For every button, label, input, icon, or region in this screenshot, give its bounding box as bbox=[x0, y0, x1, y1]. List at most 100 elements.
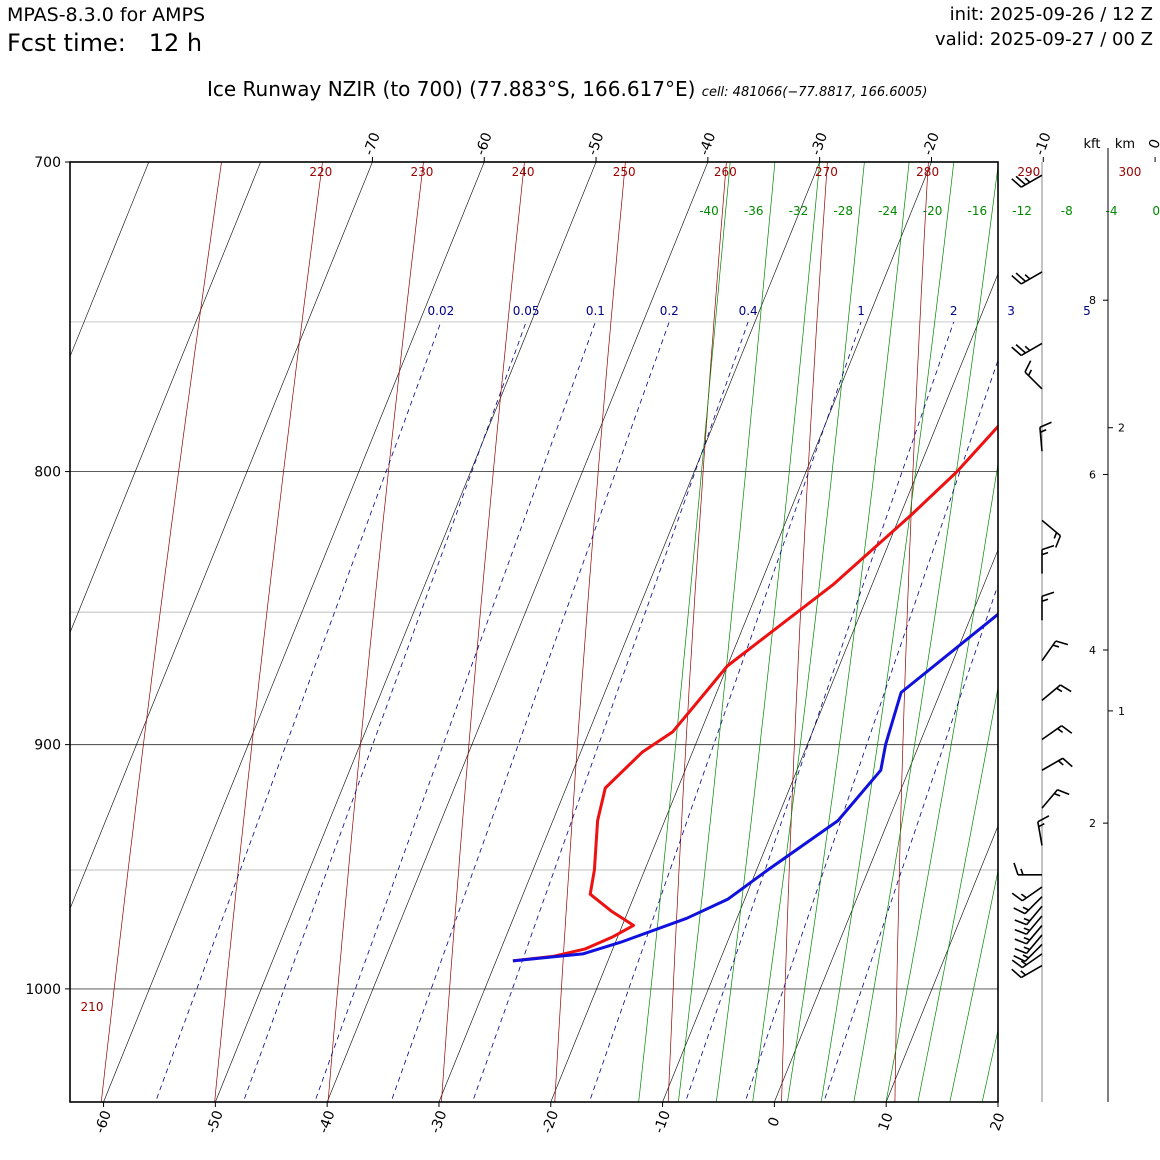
moist-adiabat-label: -8 bbox=[1061, 204, 1073, 218]
km-label: km bbox=[1115, 137, 1135, 152]
km-tick-label: 2 bbox=[1118, 422, 1125, 435]
wind-barb bbox=[1011, 886, 1043, 902]
pressure-tick-label: 700 bbox=[34, 155, 61, 171]
wind-barb-half bbox=[1024, 345, 1031, 352]
wind-barb-half bbox=[1023, 917, 1031, 922]
wind-barb bbox=[1041, 544, 1055, 574]
dry-adiabat-line bbox=[667, 162, 727, 1102]
moist-adiabat-line bbox=[981, 1028, 998, 1102]
moist-adiabat-line bbox=[1114, 129, 1160, 1124]
moist-adiabat-line bbox=[917, 685, 998, 1102]
wind-barb bbox=[1014, 905, 1043, 926]
wind-barb-staff bbox=[1024, 896, 1043, 915]
dry-adiabat-label: 210 bbox=[81, 1000, 104, 1014]
wind-barb bbox=[1041, 640, 1069, 662]
wind-barb bbox=[1011, 342, 1043, 357]
wind-barb-flag bbox=[1011, 968, 1022, 979]
wind-barb-staff bbox=[1025, 924, 1043, 945]
mixing-ratio-label: 0.2 bbox=[660, 304, 679, 318]
wind-barb-staff bbox=[1025, 915, 1043, 935]
chart-title: Ice Runway NZIR (to 700) (77.883°S, 166.… bbox=[207, 77, 927, 101]
wind-barb-half bbox=[1020, 970, 1027, 976]
wind-barb bbox=[1013, 862, 1042, 876]
wind-barb-staff bbox=[1020, 271, 1043, 285]
mixing-ratio-line bbox=[390, 321, 670, 1102]
isotherm-line bbox=[1101, 129, 1160, 1124]
dry-adiabat-line bbox=[214, 162, 323, 1102]
moist-adiabat-line bbox=[820, 162, 955, 1102]
wind-barb-flag bbox=[1011, 892, 1023, 902]
wind-barb-flag bbox=[1015, 175, 1027, 186]
moist-adiabat-label: -12 bbox=[1012, 204, 1032, 218]
wind-barb-flag bbox=[1037, 815, 1050, 823]
moist-adiabat-line bbox=[1078, 129, 1160, 1124]
dewpoint-profile-line bbox=[512, 612, 998, 963]
wind-barb-half bbox=[1020, 960, 1027, 966]
moist-adiabat-label: -40 bbox=[699, 204, 719, 218]
moist-adiabat-line bbox=[715, 162, 821, 1102]
wind-barb-staff bbox=[1037, 821, 1043, 846]
isotherm-line bbox=[70, 162, 261, 634]
wind-barb-flag bbox=[1014, 938, 1027, 945]
wind-barb-flag bbox=[1041, 544, 1055, 551]
wind-barb-half bbox=[1024, 274, 1031, 280]
dry-adiabat-label: 300 bbox=[1118, 165, 1141, 179]
wind-barb bbox=[1014, 934, 1043, 955]
wind-barb-half bbox=[1022, 954, 1029, 959]
kft-tick-label: 4 bbox=[1089, 644, 1096, 657]
temperature-tick-label-bottom: -50 bbox=[204, 1109, 227, 1136]
temperature-tick-label-top: -70 bbox=[361, 131, 384, 158]
dry-adiabat-line bbox=[1120, 129, 1132, 1124]
wind-barb bbox=[1011, 271, 1043, 285]
wind-barb bbox=[1041, 757, 1073, 771]
isotherm-line bbox=[103, 162, 485, 1102]
wind-barb bbox=[1041, 684, 1072, 702]
wind-barb-half bbox=[1052, 644, 1060, 648]
mixing-ratio-line bbox=[823, 583, 998, 1102]
temperature-tick-label-top: -60 bbox=[473, 131, 496, 158]
wind-barb-staff bbox=[1020, 342, 1043, 357]
wind-barb-flag bbox=[1014, 919, 1027, 926]
wind-barb-half bbox=[1023, 946, 1031, 951]
moist-adiabat-label: -16 bbox=[968, 204, 988, 218]
wind-barb-flag bbox=[1024, 360, 1032, 373]
moist-adiabat-label: -28 bbox=[833, 204, 853, 218]
temperature-tick-label-top: 0 bbox=[1146, 137, 1160, 151]
pressure-tick-label: 800 bbox=[34, 465, 61, 481]
dry-adiabat-label: 290 bbox=[1017, 165, 1040, 179]
mixing-ratio-line bbox=[588, 321, 862, 1102]
wind-barb-half bbox=[1020, 868, 1024, 876]
mixing-ratio-label: 0.4 bbox=[739, 304, 758, 318]
model-name: MPAS-8.3.0 for AMPS bbox=[7, 4, 206, 26]
wind-barb bbox=[1041, 789, 1070, 809]
wind-barb-flag bbox=[1015, 272, 1027, 283]
forecast-time: Fcst time: 12 h bbox=[7, 29, 202, 57]
moist-adiabat-line bbox=[885, 461, 998, 1102]
wind-barb bbox=[1037, 815, 1050, 846]
temperature-tick-label-top: -20 bbox=[920, 131, 943, 158]
isotherm-line bbox=[774, 549, 998, 1102]
dry-adiabat-line bbox=[327, 162, 424, 1102]
wind-barb-staff bbox=[1041, 519, 1061, 537]
wind-barb-half bbox=[1056, 687, 1063, 693]
moist-adiabat-line bbox=[949, 869, 998, 1102]
wind-barb-flag bbox=[1013, 955, 1026, 963]
temperature-tick-label-bottom: -40 bbox=[316, 1109, 339, 1136]
wind-barb bbox=[1024, 360, 1043, 390]
moist-adiabat-line bbox=[787, 162, 910, 1102]
moist-adiabat-line bbox=[853, 163, 998, 1102]
temperature-tick-label-bottom: -10 bbox=[651, 1109, 674, 1136]
wind-barb-flag bbox=[1061, 725, 1073, 734]
wind-barb-flag bbox=[1041, 591, 1055, 598]
temperature-profile-line bbox=[512, 424, 998, 963]
mixing-ratio-line bbox=[242, 321, 527, 1102]
wind-barbs: kft km 2 4 6 8 1 2 bbox=[1011, 137, 1135, 1102]
isotherm-line bbox=[326, 162, 709, 1102]
wind-barb-half bbox=[1057, 727, 1064, 733]
mixing-ratio-label: 0.02 bbox=[428, 304, 455, 318]
dry-adiabat-label: 250 bbox=[613, 165, 636, 179]
wind-barb-half bbox=[1053, 532, 1058, 539]
mixing-ratio-label: 0.05 bbox=[513, 304, 540, 318]
wind-barb bbox=[1014, 915, 1043, 936]
